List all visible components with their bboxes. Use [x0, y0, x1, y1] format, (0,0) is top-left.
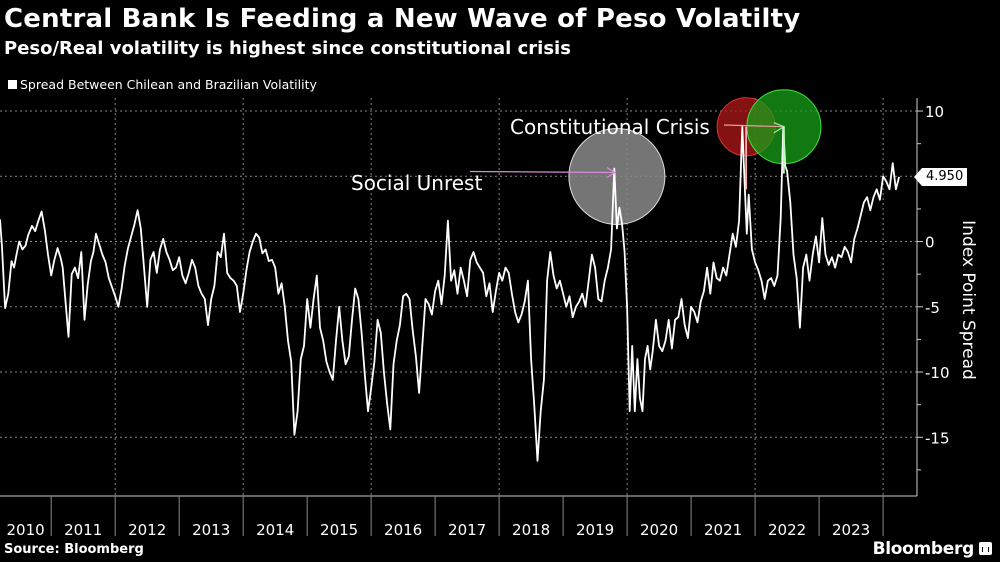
chart-title: Central Bank Is Feeding a New Wave of Pe… [4, 4, 801, 34]
legend-label: Spread Between Chilean and Brazilian Vol… [20, 77, 317, 92]
y-tick-label: -5 [925, 299, 940, 317]
x-tick-label: 2013 [192, 521, 230, 539]
x-tick-label: 2019 [576, 521, 614, 539]
x-tick-label: 2020 [640, 521, 678, 539]
x-tick-label: 2015 [320, 521, 358, 539]
y-axis-label: Index Point Spread [958, 220, 978, 380]
y-tick-label: -15 [925, 429, 950, 447]
y-tick-label: 0 [925, 234, 935, 252]
x-tick-label: 2014 [256, 521, 294, 539]
bloomberg-logo: Bloomberg [872, 539, 975, 559]
y-tick-label: -10 [925, 364, 950, 382]
annotation-constitutional-crisis: Constitutional Crisis [510, 115, 710, 139]
annotation-arrows [469, 122, 786, 190]
legend-swatch [8, 80, 17, 89]
x-tick-label: 2016 [384, 521, 422, 539]
bloomberg-chart-icon [979, 542, 992, 555]
x-tick-label: 2021 [704, 521, 742, 539]
arrowhead-social-unrest [606, 166, 617, 178]
last-value-label: 4.950 [913, 167, 968, 186]
x-tick-label: 2018 [512, 521, 550, 539]
x-tick-label: 2012 [128, 521, 166, 539]
legend: Spread Between Chilean and Brazilian Vol… [8, 77, 317, 92]
y-tick-label: 10 [925, 103, 944, 121]
x-tick-label: 2017 [448, 521, 486, 539]
x-axis: 2010 2011 2012 2013 2014 2015 2016 2017 2018 2019… [0, 495, 917, 539]
arrow-constitutional-crisis [723, 124, 784, 128]
series-line [0, 125, 900, 462]
annotation-social-unrest: Social Unrest [351, 171, 482, 195]
x-tick-label: 2010 [7, 521, 45, 539]
x-tick-label: 2011 [64, 521, 102, 539]
x-tick-label: 2022 [768, 521, 806, 539]
x-tick-label: 2023 [832, 521, 870, 539]
source-note: Source: Bloomberg [4, 542, 144, 557]
arrowhead-constitutional-crisis [773, 122, 786, 134]
chart-subtitle: Peso/Real volatility is highest since co… [4, 38, 571, 59]
y-axis: 10 0 -5 -10 -15 [916, 98, 950, 496]
arrow-social-unrest [469, 170, 615, 174]
